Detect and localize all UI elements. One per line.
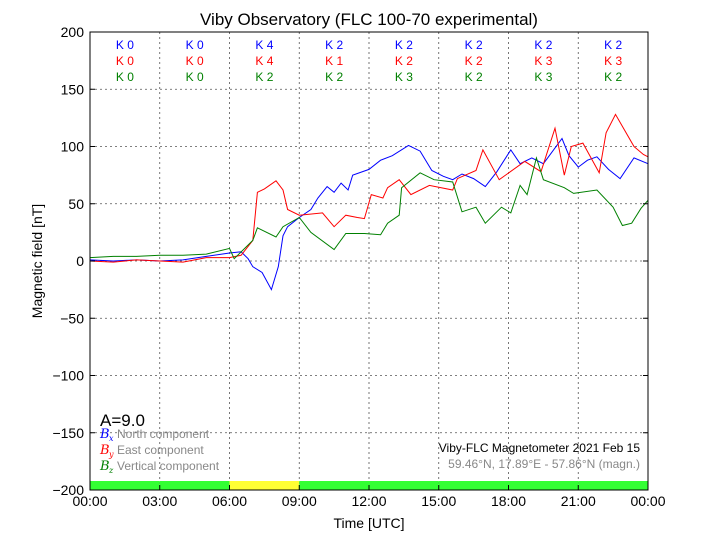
y-tick-label: 200 xyxy=(61,24,85,40)
legend-label: North component xyxy=(117,427,210,441)
y-axis-label: Magnetic field [nT] xyxy=(29,204,45,318)
y-tick-label: −100 xyxy=(52,368,84,384)
legend-subscript: y xyxy=(108,450,114,459)
k-index-label: K 0 xyxy=(186,38,204,52)
k-index-label: K 0 xyxy=(116,54,134,68)
k-index-label: K 2 xyxy=(604,38,622,52)
x-tick-label: 03:00 xyxy=(142,493,177,509)
series-line-x xyxy=(89,137,649,291)
y-tick-label: −50 xyxy=(60,310,84,326)
plot-frame xyxy=(89,31,649,491)
activity-bar-segment-quiet xyxy=(90,481,160,490)
k-index-label: K 0 xyxy=(186,70,204,84)
k-index-label: K 2 xyxy=(325,38,343,52)
legend-label: East component xyxy=(117,443,204,457)
legend-symbol: B xyxy=(99,427,110,442)
k-index-label: K 2 xyxy=(255,70,273,84)
x-tick-label: 15:00 xyxy=(421,493,456,509)
x-tick-label: 06:00 xyxy=(212,493,247,509)
chart-title: Viby Observatory (FLC 100-70 experimenta… xyxy=(200,10,538,29)
x-tick-label: 00:00 xyxy=(72,493,107,509)
k-index-label: K 3 xyxy=(604,54,622,68)
activity-bar-segment-elevated xyxy=(229,481,300,490)
k-index-label: K 2 xyxy=(465,54,483,68)
legend-symbol: B xyxy=(99,459,110,474)
y-tick-label: 50 xyxy=(68,196,84,212)
k-index-label: K 3 xyxy=(534,70,552,84)
x-tick-label: 09:00 xyxy=(282,493,317,509)
activity-bar-segment-quiet xyxy=(299,481,369,490)
series-line-z xyxy=(89,156,649,260)
x-axis-label: Time [UTC] xyxy=(333,515,404,531)
activity-bar-segment-quiet xyxy=(508,481,579,490)
k-index-label: K 2 xyxy=(465,38,483,52)
legend-label: Vertical component xyxy=(117,459,220,473)
x-tick-label: 21:00 xyxy=(561,493,596,509)
activity-bar-segment-quiet xyxy=(438,481,509,490)
k-index-label: K 2 xyxy=(604,70,622,84)
k-index-label: K 3 xyxy=(534,54,552,68)
k-index-label: K 0 xyxy=(116,38,134,52)
y-tick-label: −200 xyxy=(52,482,84,498)
legend-symbol: B xyxy=(99,443,110,458)
k-index-label: K 4 xyxy=(255,54,273,68)
k-index-label: K 0 xyxy=(186,54,204,68)
k-index-label: K 0 xyxy=(116,70,134,84)
activity-bar-segment-quiet xyxy=(578,481,648,490)
series-line-y xyxy=(89,113,649,263)
x-tick-label: 00:00 xyxy=(630,493,665,509)
y-tick-label: 0 xyxy=(76,253,84,269)
k-index-label: K 2 xyxy=(325,70,343,84)
y-tick-label: 100 xyxy=(61,139,85,155)
legend-subscript: z xyxy=(108,466,114,475)
k-index-label: K 4 xyxy=(255,38,273,52)
activity-bar-segment-quiet xyxy=(369,481,439,490)
x-tick-label: 12:00 xyxy=(351,493,386,509)
x-tick-label: 18:00 xyxy=(491,493,526,509)
y-tick-label: −150 xyxy=(52,425,84,441)
k-index-label: K 2 xyxy=(395,38,413,52)
y-tick-label: 150 xyxy=(61,81,85,97)
legend-subscript: x xyxy=(109,434,114,443)
k-index-label: K 2 xyxy=(465,70,483,84)
info-title: Viby-FLC Magnetometer 2021 Feb 15 xyxy=(439,441,641,455)
k-index-label: K 3 xyxy=(395,70,413,84)
k-index-label: K 2 xyxy=(534,38,552,52)
k-index-label: K 2 xyxy=(395,54,413,68)
activity-bar-segment-quiet xyxy=(159,481,230,490)
a-index-label: A=9.0 xyxy=(100,411,145,430)
info-location: 59.46°N, 17.89°E - 57.86°N (magn.) xyxy=(448,457,640,471)
k-index-label: K 1 xyxy=(325,54,343,68)
